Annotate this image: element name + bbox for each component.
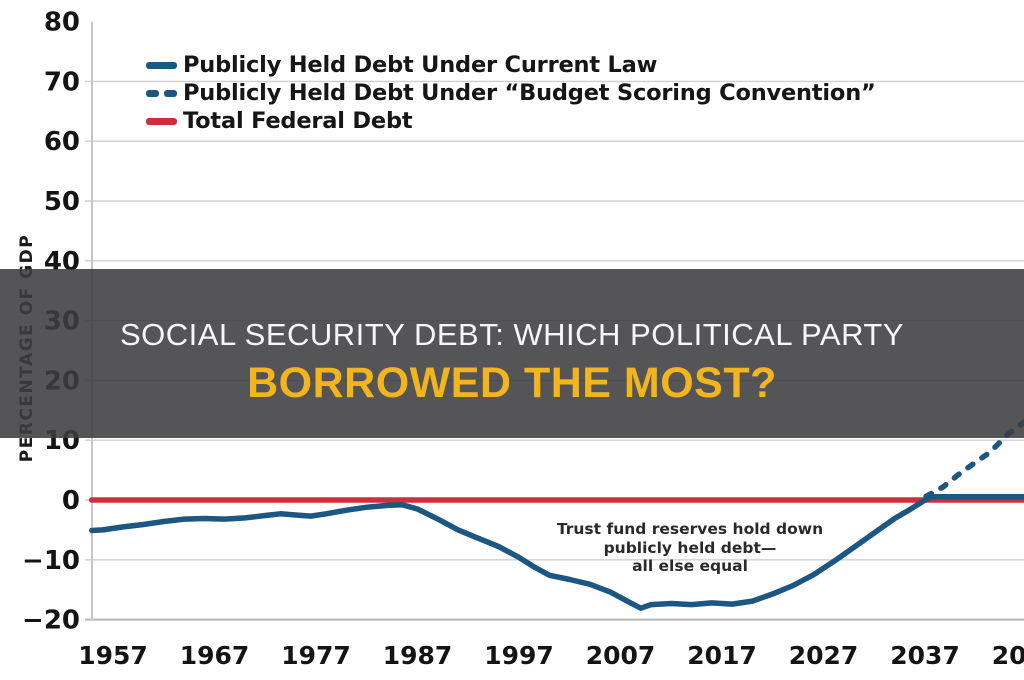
svg-text:2047: 2047 — [992, 641, 1024, 670]
svg-text:−10: −10 — [22, 546, 80, 576]
legend: Publicly Held Debt Under Current Law Pub… — [146, 53, 876, 133]
svg-text:2037: 2037 — [890, 641, 960, 670]
title-banner-overlay: SOCIAL SECURITY DEBT: WHICH POLITICAL PA… — [0, 269, 1024, 438]
red-line-swatch — [146, 117, 177, 125]
banner-subtitle: BORROWED THE MOST? — [247, 359, 777, 408]
svg-text:50: 50 — [44, 187, 80, 217]
svg-text:60: 60 — [44, 127, 80, 157]
series-lines — [88, 418, 1024, 611]
svg-text:80: 80 — [44, 8, 80, 38]
svg-text:−20: −20 — [22, 606, 80, 636]
trust-fund-annotation: Trust fund reserves hold down publicly h… — [549, 520, 831, 576]
annotation-line-2: publicly held debt— — [603, 538, 777, 557]
svg-text:1977: 1977 — [281, 641, 351, 670]
svg-text:1967: 1967 — [180, 641, 250, 670]
svg-text:1987: 1987 — [383, 641, 453, 670]
svg-text:2017: 2017 — [687, 641, 757, 670]
svg-text:0: 0 — [62, 486, 80, 516]
legend-item-total-federal-debt: Total Federal Debt — [146, 109, 876, 133]
svg-text:1997: 1997 — [484, 641, 554, 670]
legend-item-current-law: Publicly Held Debt Under Current Law — [146, 53, 876, 77]
svg-text:2007: 2007 — [586, 641, 656, 670]
svg-text:1957: 1957 — [78, 641, 148, 670]
svg-text:70: 70 — [44, 67, 80, 97]
x-axis-tick-labels: 1957 1967 1977 1987 1997 2007 2017 2027 2037 2047 — [78, 641, 1024, 670]
legend-label-current-law: Publicly Held Debt Under Current Law — [183, 51, 658, 78]
svg-text:2027: 2027 — [789, 641, 859, 670]
solid-blue-line-swatch — [146, 61, 177, 69]
annotation-line-3: all else equal — [632, 557, 748, 575]
dashed-blue-line-swatch — [146, 89, 177, 97]
banner-title: SOCIAL SECURITY DEBT: WHICH POLITICAL PA… — [119, 317, 905, 352]
annotation-line-1: Trust fund reserves hold down — [556, 520, 824, 538]
legend-label-budget-scoring: Publicly Held Debt Under “Budget Scoring… — [183, 79, 876, 106]
legend-label-total-federal-debt: Total Federal Debt — [183, 107, 413, 134]
legend-item-budget-scoring: Publicly Held Debt Under “Budget Scoring… — [146, 81, 876, 105]
